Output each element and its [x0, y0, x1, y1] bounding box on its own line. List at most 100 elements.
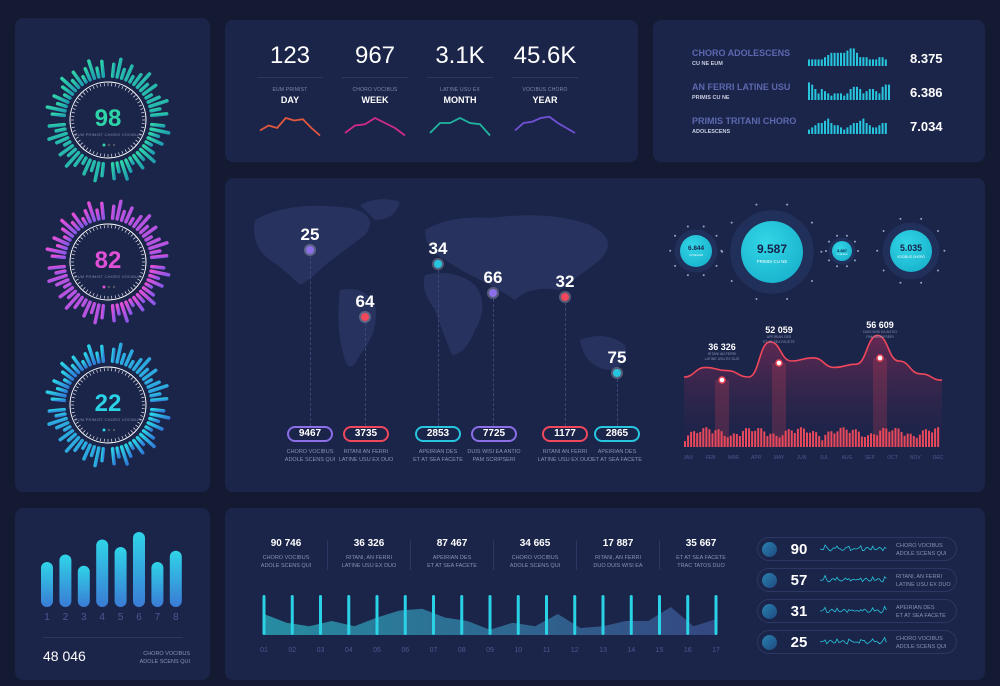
kpi-bar [830, 95, 833, 100]
stat-label: ET AT SEA FACETE TRAC TATOS DUO [661, 554, 741, 570]
kpi-bar [843, 95, 846, 100]
area-bar [845, 429, 848, 447]
kpi-bar [827, 55, 830, 66]
area-bar [784, 430, 787, 447]
label-line: PAM SCRIPSERI [472, 457, 516, 463]
gauge-tick [110, 304, 116, 323]
gauge-tick [146, 136, 164, 146]
kpi-value: 8.375 [910, 51, 943, 66]
area-bar [915, 437, 918, 447]
gauge-tick [132, 153, 145, 170]
bubble-caption: VOCIBUS CHORO [896, 255, 926, 260]
area-bar [790, 430, 793, 447]
gauge-tick [128, 298, 135, 308]
gauge-tick [66, 147, 78, 158]
gauge-tick [149, 249, 162, 255]
gauge-tick [132, 295, 145, 312]
gauge-tick [148, 416, 161, 424]
bubble-stat: 5.035 VOCIBUS CHORO [890, 230, 932, 272]
kpi-bar [827, 93, 830, 100]
month-label: APR [751, 455, 762, 461]
gauge-tick [93, 161, 101, 183]
sparkline [514, 115, 576, 134]
gauge-tick [149, 412, 171, 420]
stat-divider [427, 77, 493, 78]
kpi-subtitle: ADOLESCENS [692, 129, 731, 135]
area-bar [732, 433, 735, 447]
pin-dot-icon[interactable] [361, 313, 369, 321]
pin-stem [365, 323, 366, 426]
gauge-tick [100, 304, 106, 320]
area-bar [745, 428, 747, 447]
gauge-tick [62, 378, 72, 385]
area-bar [757, 428, 760, 447]
stat-value: 87 467 [436, 538, 468, 549]
stat-label: APEIRIAN DES ET AT SEA FACETE [412, 554, 492, 570]
gauge-tick [47, 273, 68, 283]
gauge-tick [150, 407, 166, 413]
highlight-band [715, 380, 729, 447]
area-bar [802, 428, 805, 447]
kpi-bar [811, 127, 814, 134]
gauge-value: 22 [94, 390, 122, 417]
gauge-value: 98 [94, 105, 122, 132]
timeline-tick: 10 [514, 647, 522, 654]
gauge-tick [141, 368, 158, 381]
kpi-bar [872, 89, 874, 100]
list-item[interactable]: 90 CHORO VOCIBUS ADOLE SCENS QUI [757, 537, 957, 561]
gauge-tick [115, 161, 121, 174]
gauge-tick [115, 446, 121, 459]
label-line: ET AT SEA FACETE [896, 613, 946, 619]
gauge-tick [146, 237, 161, 246]
bubble-dots [669, 225, 723, 277]
bubble-caption: CU NE EUM [836, 253, 848, 256]
bar-label: 1 [44, 612, 50, 623]
kpi-bar [843, 129, 846, 134]
timeline-marker [319, 595, 322, 635]
area-bar [796, 428, 799, 447]
annotation-value: 36 326 [708, 342, 736, 352]
gauge-tick [45, 390, 67, 398]
month-label: AUG [842, 455, 853, 461]
kpi-bar [843, 52, 846, 66]
list-item[interactable]: 25 CHORO VOCIBUS ADOLE SCENS QUI [757, 630, 957, 654]
kpi-bar [833, 93, 836, 100]
gauge-tick [141, 429, 156, 440]
pin-dot-icon[interactable] [561, 293, 569, 301]
gauge-tick [110, 347, 116, 363]
area-fill [684, 335, 942, 447]
gauge-tick [138, 367, 150, 378]
gauge-tick [119, 209, 127, 222]
kpi-bar [884, 123, 887, 134]
pin-value: 64 [355, 292, 375, 311]
area-bar [766, 436, 769, 447]
stat-value: 3.1K [435, 42, 485, 69]
kpi-bar [875, 127, 878, 134]
bar-label: 8 [173, 612, 179, 623]
bar [114, 547, 127, 607]
list-item[interactable]: 57 RITANI, AN FERRI LATINE USU EX DUO [757, 568, 957, 592]
pin-dot-icon[interactable] [613, 369, 621, 377]
area-bar [860, 436, 863, 447]
kpi-bar [827, 118, 830, 134]
gauge-tick [115, 342, 123, 364]
label-line: APEIRIAN DES [597, 449, 637, 455]
list-value: 31 [790, 603, 808, 620]
stat-value: 17 887 [602, 538, 634, 549]
gauge-tick [45, 247, 67, 255]
gauge-tick [132, 72, 143, 87]
pin-dot-icon[interactable] [306, 246, 314, 254]
gauge-tick [132, 214, 143, 229]
list-item[interactable]: 31 APEIRIAN DES ET AT SEA FACETE [757, 599, 957, 623]
kpi-bar [830, 123, 833, 134]
gauge-tick [82, 300, 92, 318]
gauge-tick [141, 83, 158, 96]
kpi-bar [814, 125, 817, 134]
pin-dot-icon[interactable] [434, 260, 442, 268]
gauge-caption: EUM PRIMIST CHORO VOCIBUS [74, 274, 142, 279]
kpi-bar [814, 59, 817, 66]
kpi-title: AN FERRI LATINE USU [692, 82, 791, 92]
pin-dot-icon[interactable] [489, 289, 497, 297]
sparkline [429, 116, 491, 137]
gauge-tick [100, 344, 106, 363]
